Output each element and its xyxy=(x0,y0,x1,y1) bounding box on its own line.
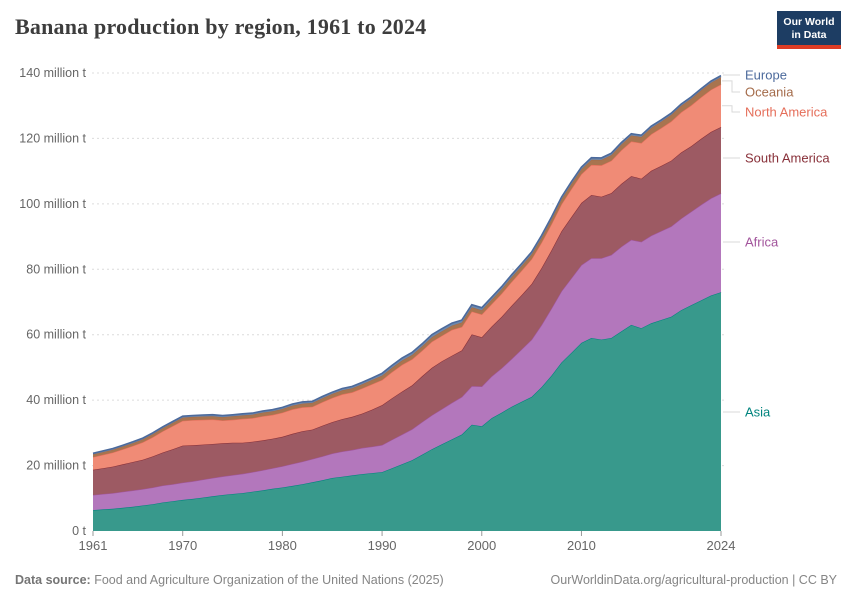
legend: Europe Oceania North America South America A… xyxy=(722,68,830,420)
x-axis: 1961 1970 1980 1990 2000 2010 2024 xyxy=(79,531,736,553)
y-axis-tick-label: 40 million t xyxy=(26,393,86,407)
legend-connector xyxy=(722,105,740,113)
legend-label-north-america[interactable]: North America xyxy=(745,105,828,120)
y-axis-tick-label: 80 million t xyxy=(26,262,86,276)
chart-title: Banana production by region, 1961 to 202… xyxy=(15,14,427,39)
x-axis-tick-label: 1980 xyxy=(268,538,297,553)
x-axis-tick-label: 1961 xyxy=(79,538,108,553)
area-asia[interactable] xyxy=(93,292,721,531)
x-axis-tick-label: 2010 xyxy=(567,538,596,553)
y-axis-tick-label: 140 million t xyxy=(19,66,86,80)
legend-connector xyxy=(722,80,740,93)
x-axis-tick-label: 1970 xyxy=(168,538,197,553)
y-axis-tick-label: 120 million t xyxy=(19,131,86,145)
legend-label-oceania[interactable]: Oceania xyxy=(745,85,794,100)
owid-logo-line1: Our World xyxy=(783,16,835,28)
area-africa[interactable] xyxy=(93,193,721,511)
x-axis-tick-label: 2024 xyxy=(707,538,736,553)
owid-logo-line2: in Data xyxy=(791,28,827,41)
legend-label-south-america[interactable]: South America xyxy=(745,151,830,166)
data-source-label: Data source: xyxy=(15,573,91,587)
chart-footer: Data source: Food and Agriculture Organi… xyxy=(15,573,837,587)
y-axis-tick-label: 60 million t xyxy=(26,328,86,342)
data-source-text: Food and Agriculture Organization of the… xyxy=(90,573,444,587)
y-axis-tick-label: 0 t xyxy=(72,524,86,538)
gridlines: 0 t 20 million t 40 million t 60 million t 8… xyxy=(19,66,727,538)
area-south-america[interactable] xyxy=(93,127,721,495)
y-axis-tick-label: 20 million t xyxy=(26,459,86,473)
attribution-link[interactable]: OurWorldinData.org/agricultural-producti… xyxy=(550,573,837,587)
x-axis-tick-label: 1990 xyxy=(368,538,397,553)
data-source-note: Data source: Food and Agriculture Organi… xyxy=(15,573,444,587)
area-series xyxy=(92,74,722,531)
owid-logo[interactable]: Our World in Data xyxy=(777,11,841,49)
x-axis-tick-label: 2000 xyxy=(467,538,496,553)
boundary-europe xyxy=(92,74,722,455)
legend-label-europe[interactable]: Europe xyxy=(745,68,787,83)
legend-label-africa[interactable]: Africa xyxy=(745,235,779,250)
y-axis-tick-label: 100 million t xyxy=(19,197,86,211)
legend-label-asia[interactable]: Asia xyxy=(745,405,771,420)
